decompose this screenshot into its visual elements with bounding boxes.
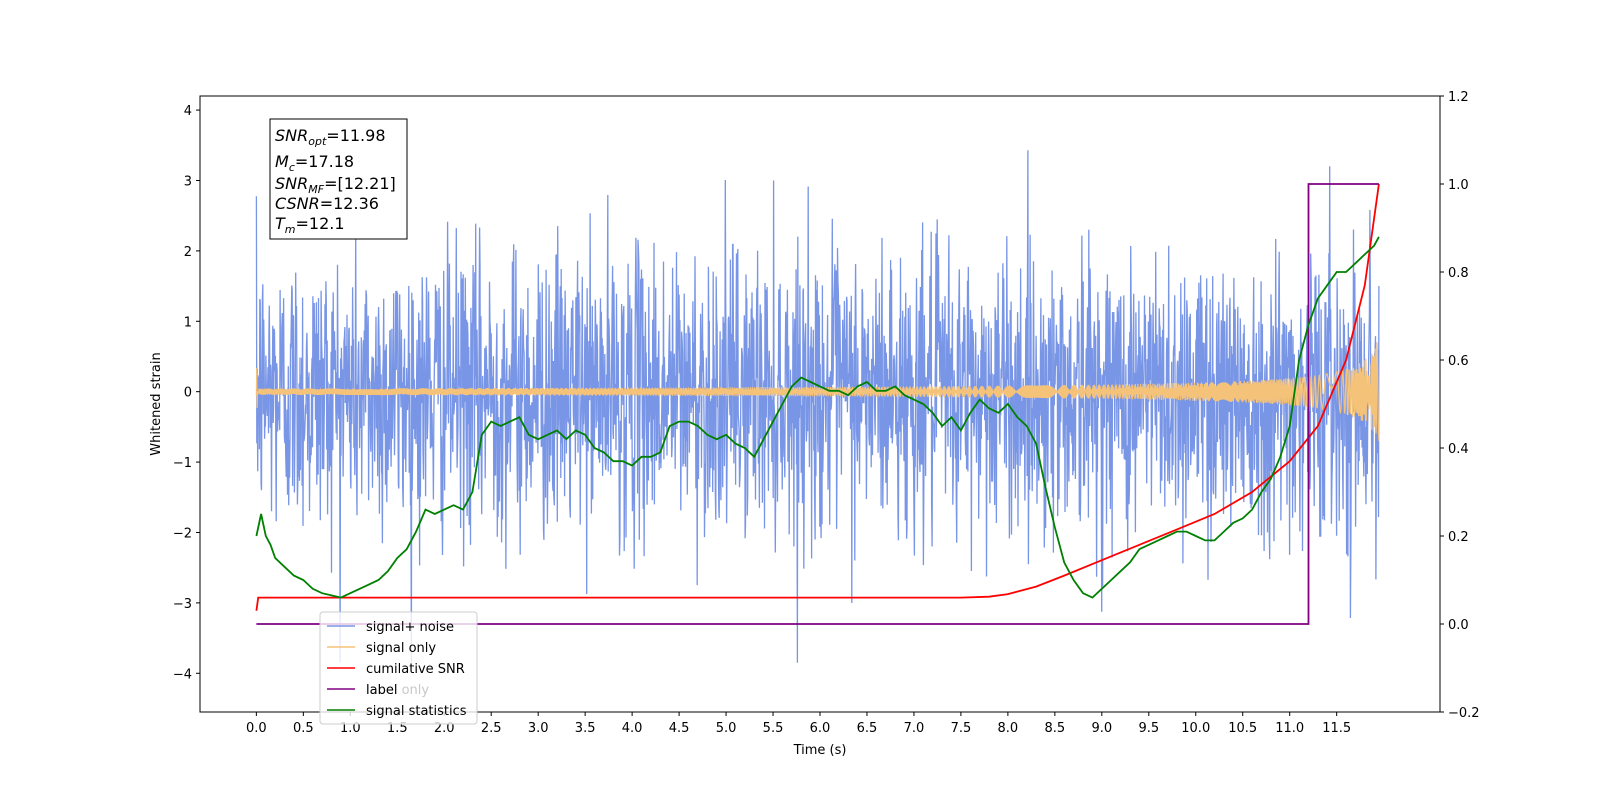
y-tick-label: −4 (173, 667, 192, 682)
y2-tick-label: 0.6 (1448, 354, 1469, 369)
y2-tick-label: 1.0 (1448, 178, 1469, 193)
series-signal-only (255, 342, 1380, 442)
legend: signal+ noise signal only cumilative SNR… (319, 611, 478, 725)
legend-ghost-label: label only (366, 683, 429, 698)
cumulative-snr-line (255, 183, 1380, 611)
y-axis-label: Whitened strain (149, 352, 164, 455)
y2-axis-ticks: 1.2 1.0 0.8 0.6 0.4 0.2 0.0 −0.2 (1440, 90, 1480, 721)
y2-tick-label: 0.0 (1448, 618, 1469, 633)
y-tick-label: −1 (173, 456, 192, 471)
x-tick-label: 11.5 (1322, 721, 1351, 736)
info-mc: Mc=17.18 (275, 152, 354, 174)
x-tick-label: 11.0 (1275, 721, 1304, 736)
y2-tick-label: 0.8 (1448, 266, 1469, 281)
x-tick-label: 7.5 (951, 721, 972, 736)
x-tick-label: 2.0 (434, 721, 455, 736)
info-box: SNRopt=11.98 Mc=17.18 SNRMF=[12.21] CSNR… (269, 118, 408, 240)
x-tick-label: 10.5 (1228, 721, 1257, 736)
signal-noise-line (255, 150, 1380, 663)
y2-tick-label: 0.2 (1448, 530, 1469, 545)
y2-tick-label: 1.2 (1448, 90, 1469, 105)
x-tick-label: 6.0 (810, 721, 831, 736)
y-tick-label: 3 (184, 174, 192, 189)
x-tick-label: 9.0 (1091, 721, 1112, 736)
info-snr-mf: SNRMF=[12.21] (275, 174, 396, 196)
legend-label-cumulative-snr: cumilative SNR (366, 662, 465, 677)
x-tick-label: 4.0 (622, 721, 643, 736)
x-tick-label: 2.5 (481, 721, 502, 736)
signal-only-line (255, 342, 1380, 442)
x-tick-label: 7.0 (904, 721, 925, 736)
legend-label-label: label (366, 683, 397, 698)
y-tick-label: −3 (173, 597, 192, 612)
info-tm: Tm=12.1 (275, 214, 345, 236)
series-signal-statistics (255, 236, 1380, 599)
legend-label-signal-only: signal only (366, 641, 436, 656)
x-tick-label: 5.0 (716, 721, 737, 736)
series-label (256, 183, 1379, 625)
x-tick-label: 0.5 (293, 721, 314, 736)
label-line (256, 183, 1379, 625)
x-tick-label: 10.0 (1181, 721, 1210, 736)
x-axis-label: Time (s) (793, 743, 847, 758)
info-snr-opt: SNRopt=11.98 (275, 126, 386, 148)
y-tick-label: 1 (184, 315, 192, 330)
signal-statistics-line (255, 236, 1380, 599)
y-tick-label: 0 (184, 386, 192, 401)
series-signal-noise (255, 150, 1380, 663)
info-csnr: CSNR=12.36 (275, 194, 379, 213)
x-tick-label: 3.5 (575, 721, 596, 736)
legend-label-signal-statistics: signal statistics (366, 704, 467, 719)
y-tick-label: 4 (184, 104, 192, 119)
x-tick-label: 5.5 (763, 721, 784, 736)
y2-tick-label: 0.4 (1448, 442, 1469, 457)
x-tick-label: 1.5 (387, 721, 408, 736)
y2-tick-label: −0.2 (1448, 706, 1480, 721)
series-cumulative-snr (255, 183, 1380, 611)
x-tick-label: 8.5 (1045, 721, 1066, 736)
x-tick-label: 3.0 (528, 721, 549, 736)
x-tick-label: 1.0 (340, 721, 361, 736)
legend-frame (319, 611, 478, 725)
legend-label-signal-noise: signal+ noise (366, 620, 454, 635)
x-tick-label: 6.5 (857, 721, 878, 736)
y-tick-label: −2 (173, 526, 192, 541)
x-axis-ticks: 0.0 0.5 1.0 1.5 2.0 2.5 3.0 3.5 4.0 4.5 5.0 5.5 6.0 6… (246, 712, 1351, 736)
x-tick-label: 4.5 (669, 721, 690, 736)
x-tick-label: 9.5 (1138, 721, 1159, 736)
info-box-frame (269, 118, 408, 240)
y-tick-label: 2 (184, 245, 192, 260)
x-tick-label: 8.0 (998, 721, 1019, 736)
x-tick-label: 0.0 (246, 721, 267, 736)
y-axis-ticks: 4 3 2 1 0 −1 −2 −3 −4 (173, 104, 200, 682)
